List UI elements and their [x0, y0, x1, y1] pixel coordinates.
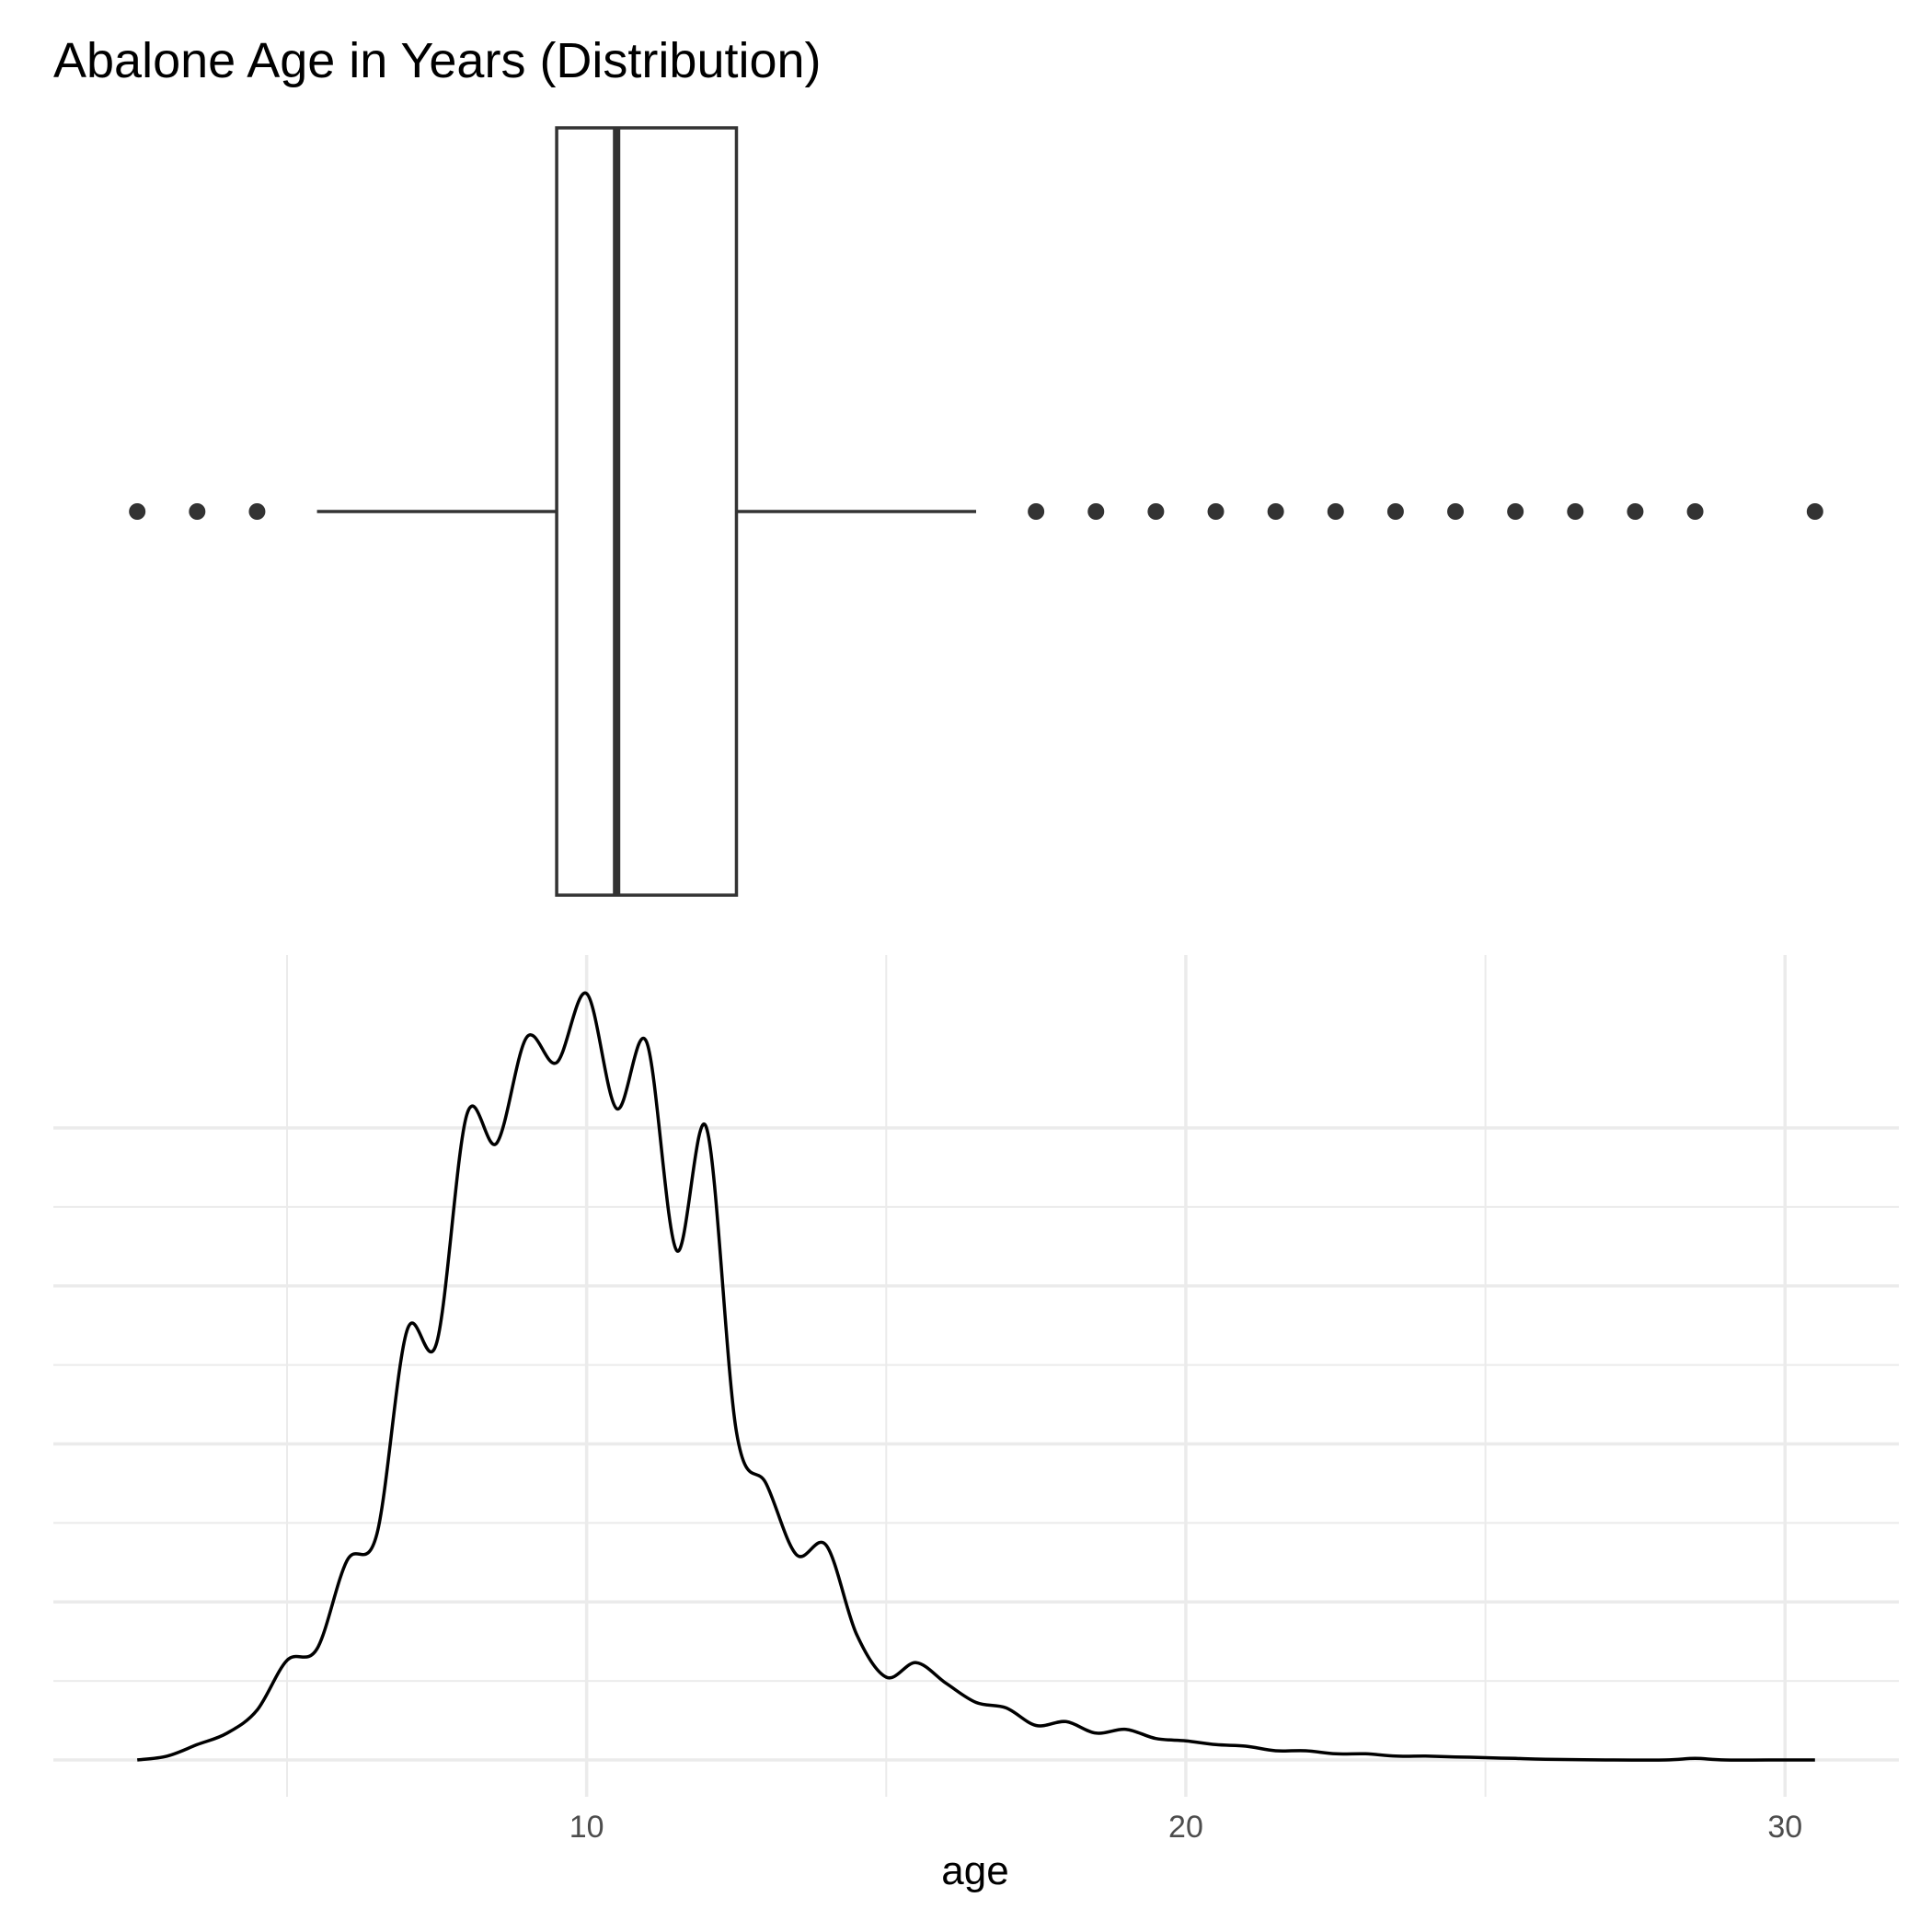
outlier-point [248, 503, 266, 520]
x-axis-label: age [941, 1848, 1008, 1893]
outlier-point [1806, 503, 1823, 520]
outlier-point [1507, 503, 1524, 520]
density-line-layer [136, 991, 1815, 1762]
x-axis-ticks: 10 20 30 [569, 1810, 1802, 1845]
outlier-point [1207, 503, 1225, 520]
grid-layer [53, 955, 1899, 1797]
outlier-point [1087, 503, 1105, 520]
box-iqr [555, 126, 739, 897]
outlier-point [1028, 503, 1045, 520]
outlier-point [129, 503, 146, 520]
outlier-point [1686, 503, 1704, 520]
density-line [136, 991, 1815, 1762]
outlier-point [1267, 503, 1284, 520]
outlier-point [1627, 503, 1644, 520]
x-tick-label: 20 [1168, 1810, 1203, 1845]
outlier-point [1386, 503, 1404, 520]
outlier-point [1447, 503, 1465, 520]
x-tick-label: 30 [1767, 1810, 1802, 1845]
boxplot-panel [129, 126, 1823, 897]
outlier-point [1147, 503, 1165, 520]
density-panel: 10 20 30 [53, 955, 1899, 1845]
outlier-point [189, 503, 206, 520]
x-tick-label: 10 [569, 1810, 604, 1845]
outlier-point [1327, 503, 1344, 520]
outlier-point [1567, 503, 1584, 520]
chart-title: Abalone Age in Years (Distribution) [53, 33, 822, 88]
